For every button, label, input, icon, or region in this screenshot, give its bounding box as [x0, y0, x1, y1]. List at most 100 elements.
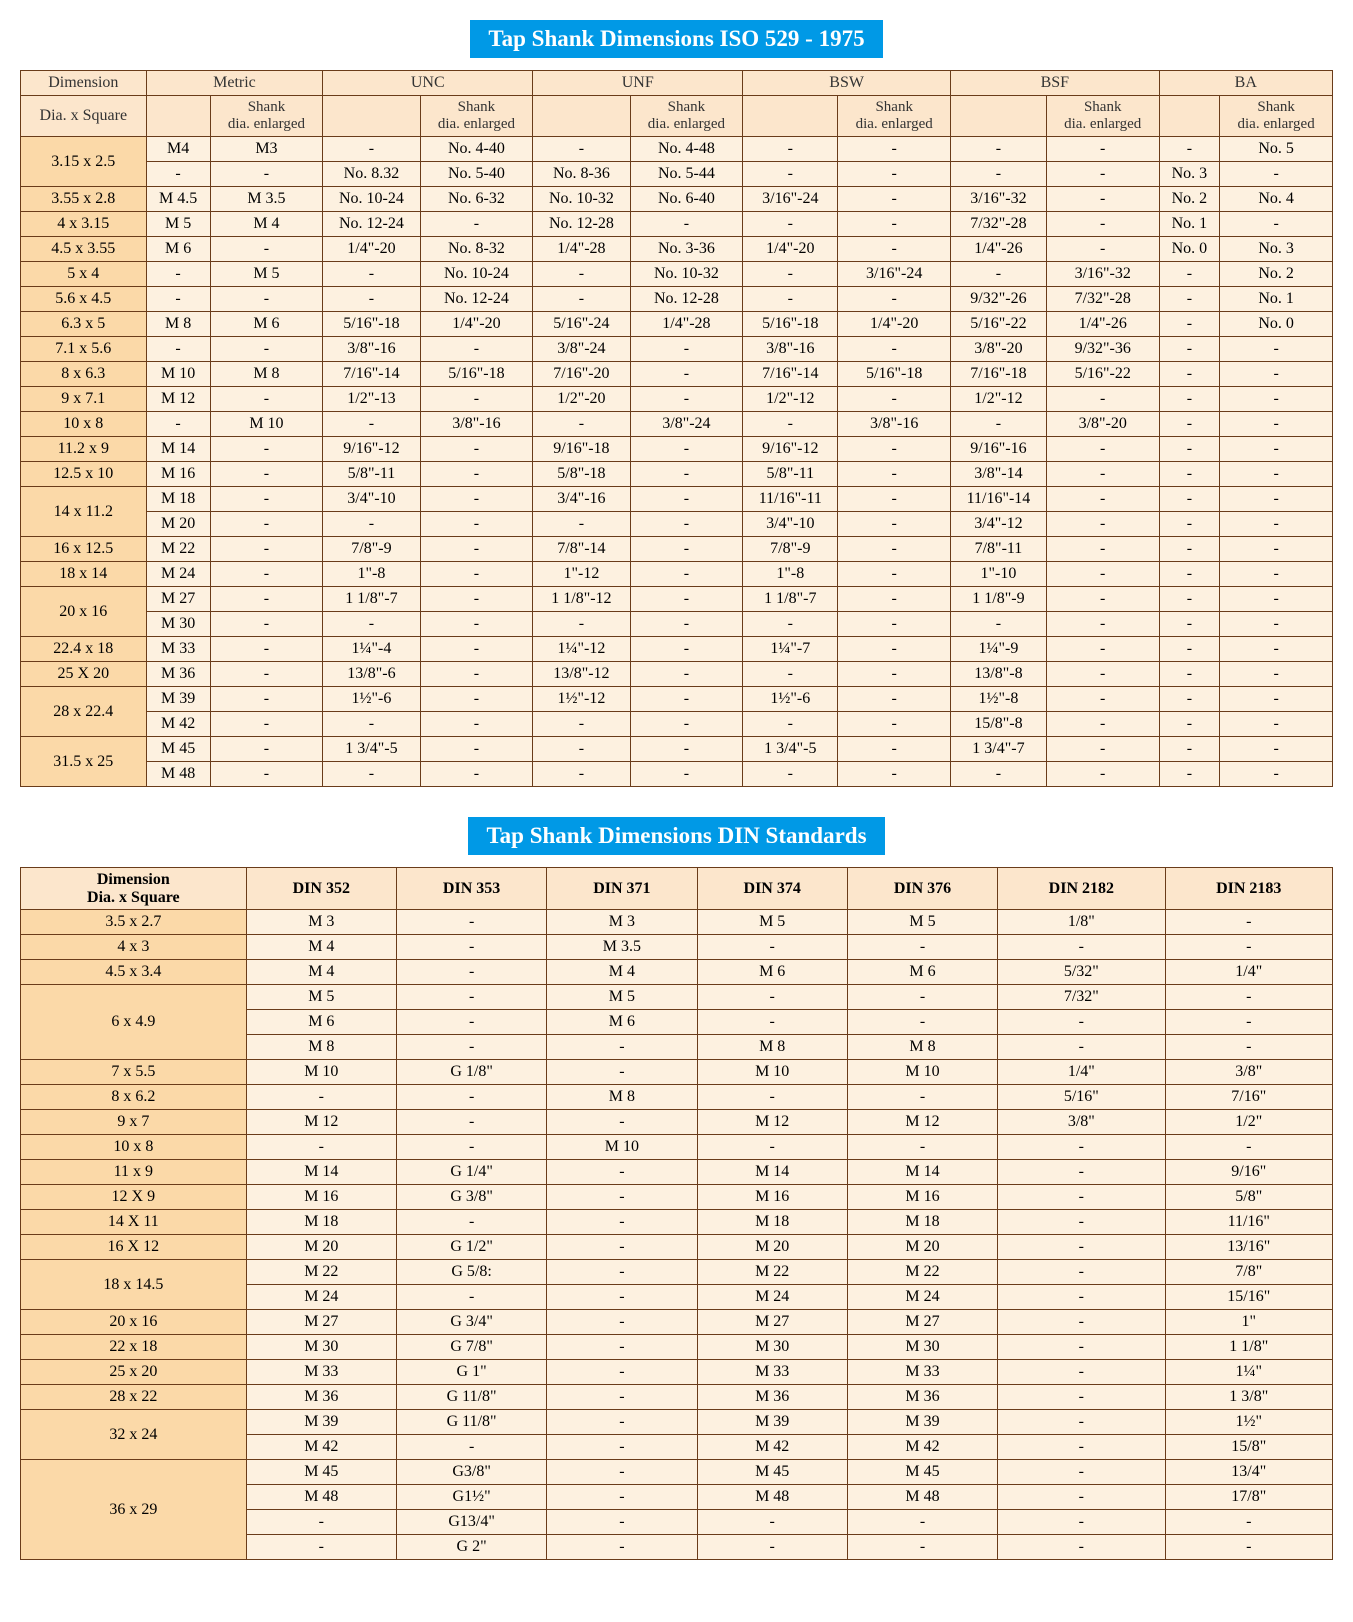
din-cell: - [547, 1160, 697, 1185]
iso-cell: M 10 [210, 412, 323, 437]
iso-cell: - [630, 562, 743, 587]
iso-cell: No. 2 [1159, 187, 1220, 212]
iso-cell: - [838, 537, 951, 562]
iso-cell: - [323, 287, 420, 312]
iso-cell: M 18 [146, 487, 210, 512]
iso-cell: 13/8"-12 [533, 662, 630, 687]
din-cell: - [547, 1360, 697, 1385]
iso-cell: 1/2"-20 [533, 387, 630, 412]
iso-cell: 1 3/4"-5 [323, 737, 420, 762]
din-dim-8: 11 x 9 [21, 1160, 247, 1185]
din-cell: M 27 [847, 1310, 997, 1335]
din-cell: M 27 [246, 1310, 396, 1335]
din-cell: M 12 [847, 1110, 997, 1135]
iso-cell: - [146, 287, 210, 312]
din-cell: G13/4" [396, 1510, 546, 1535]
iso-cell: - [533, 137, 630, 162]
iso-cell: - [1159, 612, 1220, 637]
din-cell: G 3/8" [396, 1185, 546, 1210]
din-cell: M 48 [697, 1485, 847, 1510]
iso-cell: 1½"-8 [951, 687, 1047, 712]
din-cell: M 5 [847, 910, 997, 935]
iso-cell: 5/8"-18 [533, 462, 630, 487]
iso-cell: 5/16"-24 [533, 312, 630, 337]
din-cell: M 45 [697, 1460, 847, 1485]
iso-cell: - [1220, 387, 1333, 412]
iso-cell: - [630, 637, 743, 662]
iso-cell: - [838, 462, 951, 487]
iso-dim-17: 22.4 x 18 [21, 637, 147, 662]
din-dim-0: 3.5 x 2.7 [21, 910, 247, 935]
iso-cell: - [838, 162, 951, 187]
iso-cell: - [1159, 387, 1220, 412]
iso-cell: - [838, 612, 951, 637]
din-cell: - [998, 1460, 1165, 1485]
iso-cell: - [323, 412, 420, 437]
din-dim-3: 6 x 4.9 [21, 985, 247, 1060]
iso-cell: No. 10-24 [420, 262, 533, 287]
iso-cell: No. 3-36 [630, 237, 743, 262]
iso-cell: - [420, 662, 533, 687]
iso-cell: - [951, 262, 1047, 287]
din-cell: - [998, 1510, 1165, 1535]
din-cell: 1/8" [998, 910, 1165, 935]
iso-cell: No. 8-36 [533, 162, 630, 187]
din-cell: M 36 [697, 1385, 847, 1410]
din-cell: - [847, 1085, 997, 1110]
iso-cell: 3/4"-12 [951, 512, 1047, 537]
iso-cell: - [743, 212, 838, 237]
iso-cell: 11/16"-11 [743, 487, 838, 512]
din-cell: M 5 [547, 985, 697, 1010]
iso-sub-blank-0 [146, 96, 210, 137]
din-cell: - [847, 1135, 997, 1160]
din-cell: 5/32" [998, 960, 1165, 985]
iso-cell: - [420, 437, 533, 462]
din-cell: - [998, 1035, 1165, 1060]
iso-cell: - [1220, 337, 1333, 362]
din-cell: - [396, 1035, 546, 1060]
iso-cell: M 16 [146, 462, 210, 487]
iso-cell: - [1159, 737, 1220, 762]
iso-cell: 1/2"-12 [743, 387, 838, 412]
din-cell: 7/32" [998, 985, 1165, 1010]
iso-cell: - [838, 187, 951, 212]
iso-cell: 3/8"-20 [1046, 412, 1159, 437]
iso-cell: 13/8"-8 [951, 662, 1047, 687]
iso-cell: No. 0 [1159, 237, 1220, 262]
iso-dim-0: 3.15 x 2.5 [21, 137, 147, 187]
iso-cell: No. 12-28 [533, 212, 630, 237]
din-cell: - [547, 1060, 697, 1085]
din-cell: M 30 [847, 1335, 997, 1360]
din-cell: M 14 [246, 1160, 396, 1185]
iso-cell: No. 3 [1159, 162, 1220, 187]
iso-cell: - [1159, 487, 1220, 512]
din-cell: - [998, 1235, 1165, 1260]
iso-cell: - [1159, 762, 1220, 787]
iso-cell: 7/8"-14 [533, 537, 630, 562]
iso-dim-4: 5 x 4 [21, 262, 147, 287]
din-dim-9: 12 X 9 [21, 1185, 247, 1210]
iso-cell: 5/16"-22 [951, 312, 1047, 337]
iso-cell: No. 1 [1220, 287, 1333, 312]
din-cell: M 33 [246, 1360, 396, 1385]
iso-cell: - [1046, 762, 1159, 787]
din-cell: M 12 [697, 1110, 847, 1135]
iso-cell: 1¼"-7 [743, 637, 838, 662]
iso-cell: - [951, 762, 1047, 787]
iso-cell: - [630, 537, 743, 562]
iso-cell: - [1159, 637, 1220, 662]
din-cell: M 3 [246, 910, 396, 935]
din-cell: M 6 [697, 960, 847, 985]
din-cell: M 39 [246, 1410, 396, 1435]
iso-cell: - [743, 162, 838, 187]
iso-cell: - [1220, 662, 1333, 687]
din-cell: M 12 [246, 1110, 396, 1135]
din-dim-10: 14 X 11 [21, 1210, 247, 1235]
iso-cell: 5/16"-18 [838, 362, 951, 387]
din-cell: - [998, 935, 1165, 960]
iso-cell: - [420, 587, 533, 612]
iso-cell: 7/32"-28 [1046, 287, 1159, 312]
iso-cell: 3/8"-24 [630, 412, 743, 437]
iso-cell: - [1159, 412, 1220, 437]
iso-cell: - [838, 337, 951, 362]
